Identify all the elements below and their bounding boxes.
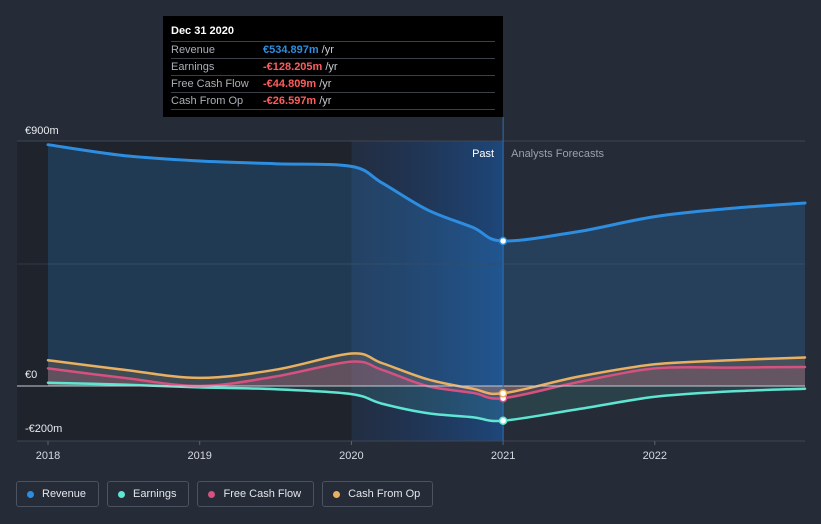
tooltip-unit: /yr <box>325 61 338 73</box>
x-tick-label: 2019 <box>187 450 211 462</box>
legend-item-earnings[interactable]: Earnings <box>107 481 190 507</box>
legend-item-free-cash-flow[interactable]: Free Cash Flow <box>197 481 315 507</box>
tooltip-name: Free Cash Flow <box>171 78 249 90</box>
y-axis-label: €0 <box>25 369 37 381</box>
tooltip-date: Dec 31 2020 <box>171 25 234 37</box>
period-past-label: Past <box>472 148 494 160</box>
tooltip-name: Cash From Op <box>171 95 244 107</box>
line-earnings <box>46 381 807 423</box>
area-revenue <box>48 144 805 386</box>
legend-label: Earnings <box>133 488 177 500</box>
line-revenue <box>46 143 807 243</box>
tooltip-row-free-cash-flow: Free Cash Flow -€44.809m /yr <box>171 75 495 92</box>
x-tick-label: 2021 <box>491 450 515 462</box>
area-earnings <box>48 382 805 422</box>
area-free-cash-flow <box>48 361 805 399</box>
x-tick-label: 2018 <box>36 450 60 462</box>
period-forecast-label: Analysts Forecasts <box>511 148 604 160</box>
legend-label: Revenue <box>42 488 87 500</box>
legend-dot-icon <box>333 490 341 498</box>
y-axis-label: €900m <box>25 125 59 137</box>
legend-dot-icon <box>208 490 216 498</box>
tooltip: Dec 31 2020 Revenue €534.897m /yr Earnin… <box>163 16 503 117</box>
tooltip-unit: /yr <box>319 95 332 107</box>
tooltip-row-earnings: Earnings -€128.205m /yr <box>171 58 495 75</box>
x-tick-label: 2020 <box>339 450 363 462</box>
legend-item-revenue[interactable]: Revenue <box>16 481 100 507</box>
tooltip-unit: /yr <box>319 78 332 90</box>
x-tick-label: 2022 <box>643 450 667 462</box>
tooltip-name: Revenue <box>171 44 216 56</box>
y-axis-label: -€200m <box>25 423 62 435</box>
line-cash-from-op <box>46 352 807 396</box>
tooltip-value: -€26.597m <box>263 95 317 107</box>
tooltip-value: -€128.205m <box>263 61 323 73</box>
tooltip-name: Earnings <box>171 61 215 73</box>
marker-cash-from-op <box>498 389 508 398</box>
marker-earnings <box>498 416 508 425</box>
legend-label: Free Cash Flow <box>223 488 302 500</box>
legend-label: Cash From Op <box>348 488 421 500</box>
tooltip-value: -€44.809m <box>263 78 317 90</box>
marker-revenue <box>498 236 508 246</box>
legend: Revenue Earnings Free Cash Flow Cash Fro… <box>16 481 441 507</box>
legend-dot-icon <box>118 490 126 498</box>
legend-item-cash-from-op[interactable]: Cash From Op <box>322 481 434 507</box>
tooltip-row-revenue: Revenue €534.897m /yr <box>171 41 495 58</box>
tooltip-value: €534.897m <box>263 44 319 56</box>
tooltip-unit: /yr <box>321 44 334 56</box>
tooltip-row-cash-from-op: Cash From Op -€26.597m /yr <box>171 92 495 110</box>
legend-dot-icon <box>27 490 34 498</box>
